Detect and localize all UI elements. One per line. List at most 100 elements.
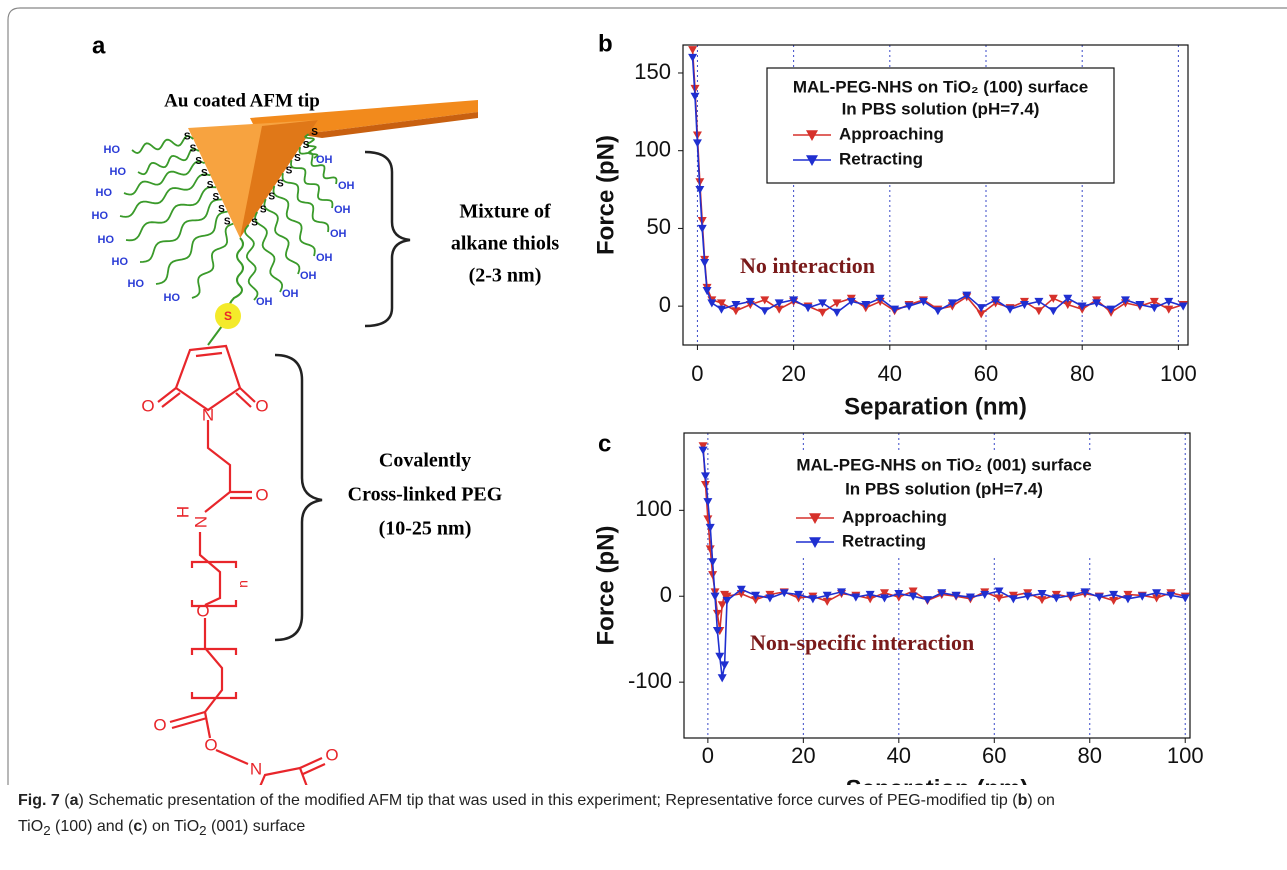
thiol-chain bbox=[131, 134, 194, 155]
brace bbox=[364, 150, 411, 328]
data-point bbox=[1135, 300, 1145, 310]
data-point bbox=[865, 590, 875, 600]
data-point bbox=[890, 305, 900, 314]
bond bbox=[235, 392, 252, 408]
group-label: OH bbox=[256, 296, 273, 308]
data-point bbox=[712, 609, 722, 618]
data-point bbox=[712, 627, 722, 636]
atom: N bbox=[202, 405, 214, 424]
caption-text: a bbox=[69, 792, 79, 809]
caption-text: (001) surface bbox=[206, 818, 306, 835]
sulfur-label: S bbox=[212, 192, 219, 203]
caption-text: TiO bbox=[18, 818, 44, 835]
sulfur-label: S bbox=[201, 168, 208, 179]
bond bbox=[198, 532, 222, 606]
legend-marker bbox=[806, 130, 818, 141]
thiol-chain bbox=[119, 173, 211, 218]
data-point bbox=[720, 661, 730, 670]
x-tick-label: 60 bbox=[982, 743, 1006, 768]
data-point bbox=[1092, 299, 1102, 308]
atom: N bbox=[250, 759, 262, 778]
data-point bbox=[1019, 300, 1029, 310]
data-point bbox=[879, 594, 889, 603]
x-tick-label: 80 bbox=[1078, 743, 1102, 768]
data-point bbox=[705, 523, 715, 533]
data-point bbox=[700, 472, 710, 481]
caption-text: 2 bbox=[199, 823, 207, 839]
data-point bbox=[976, 310, 986, 319]
data-point bbox=[690, 92, 700, 101]
y-tick-label: 150 bbox=[634, 59, 671, 84]
panel-label: b bbox=[598, 30, 613, 57]
legend-marker bbox=[809, 513, 821, 524]
data-point bbox=[994, 587, 1004, 596]
data-point bbox=[736, 585, 746, 594]
atom: H bbox=[173, 506, 192, 518]
bracket-text: Cross-linked PEG bbox=[348, 484, 503, 506]
data-point bbox=[1166, 591, 1176, 600]
x-axis-label: Separation (nm) bbox=[844, 393, 1027, 420]
y-tick-label: 0 bbox=[660, 582, 672, 607]
atom: O bbox=[325, 745, 338, 764]
thiol-chain bbox=[139, 198, 222, 263]
data-point bbox=[1180, 594, 1190, 603]
bracket-text: Covalently bbox=[379, 450, 471, 472]
legend-label: Retracting bbox=[842, 531, 926, 550]
data-point bbox=[1164, 297, 1174, 306]
x-tick-label: 0 bbox=[702, 743, 714, 768]
data-point bbox=[918, 297, 928, 306]
x-tick-label: 60 bbox=[974, 361, 998, 386]
data-point bbox=[976, 304, 986, 313]
thiol-chain bbox=[281, 172, 330, 233]
group-label: HO bbox=[110, 166, 127, 178]
data-point bbox=[698, 442, 708, 451]
data-point bbox=[861, 300, 871, 310]
data-point bbox=[1008, 595, 1018, 604]
data-point bbox=[765, 594, 775, 603]
data-point bbox=[695, 185, 705, 195]
legend-title: MAL-PEG-NHS on TiO₂ (100) surface bbox=[793, 77, 1088, 96]
data-point bbox=[705, 545, 715, 554]
bond bbox=[169, 710, 206, 724]
data-point bbox=[717, 674, 727, 683]
data-point bbox=[1063, 294, 1073, 303]
sulfur-label: S bbox=[224, 216, 231, 227]
caption-text: (100) and ( bbox=[50, 818, 134, 835]
data-point bbox=[715, 652, 725, 661]
thiol-chain bbox=[137, 147, 200, 176]
data-point bbox=[817, 299, 827, 308]
data-point bbox=[731, 300, 741, 310]
atom: O bbox=[196, 601, 209, 620]
atom: O bbox=[141, 396, 154, 415]
sulfur-label: S bbox=[268, 192, 275, 203]
caption-text: ) Schematic presentation of the modified… bbox=[78, 792, 1018, 809]
data-point bbox=[1120, 296, 1130, 305]
thiol-chain bbox=[290, 159, 334, 209]
data-point bbox=[1164, 305, 1174, 314]
data-point bbox=[1080, 588, 1090, 597]
annotation: Non-specific interaction bbox=[750, 630, 974, 655]
legend-title: In PBS solution (pH=7.4) bbox=[845, 479, 1043, 498]
group-label: OH bbox=[316, 252, 333, 264]
data-point bbox=[937, 589, 947, 598]
data-point bbox=[722, 596, 732, 606]
data-point bbox=[716, 305, 726, 314]
data-point bbox=[1037, 590, 1047, 599]
x-tick-label: 80 bbox=[1070, 361, 1094, 386]
data-point bbox=[779, 589, 789, 598]
data-point bbox=[1152, 594, 1162, 603]
caption-text: b bbox=[1017, 792, 1028, 809]
legend-label: Approaching bbox=[842, 507, 947, 526]
panel-a: a Au coated AFM tip Mixture of alkane th… bbox=[92, 32, 559, 785]
data-point bbox=[1023, 592, 1033, 601]
data-point bbox=[708, 558, 718, 567]
repeat-bracket bbox=[190, 560, 238, 608]
data-point bbox=[851, 593, 861, 602]
data-point bbox=[962, 291, 972, 300]
data-point bbox=[716, 299, 726, 308]
data-point bbox=[832, 299, 842, 308]
tip-face bbox=[240, 120, 318, 238]
atom: O bbox=[255, 485, 268, 504]
x-tick-label: 20 bbox=[791, 743, 815, 768]
data-point bbox=[1034, 297, 1044, 306]
